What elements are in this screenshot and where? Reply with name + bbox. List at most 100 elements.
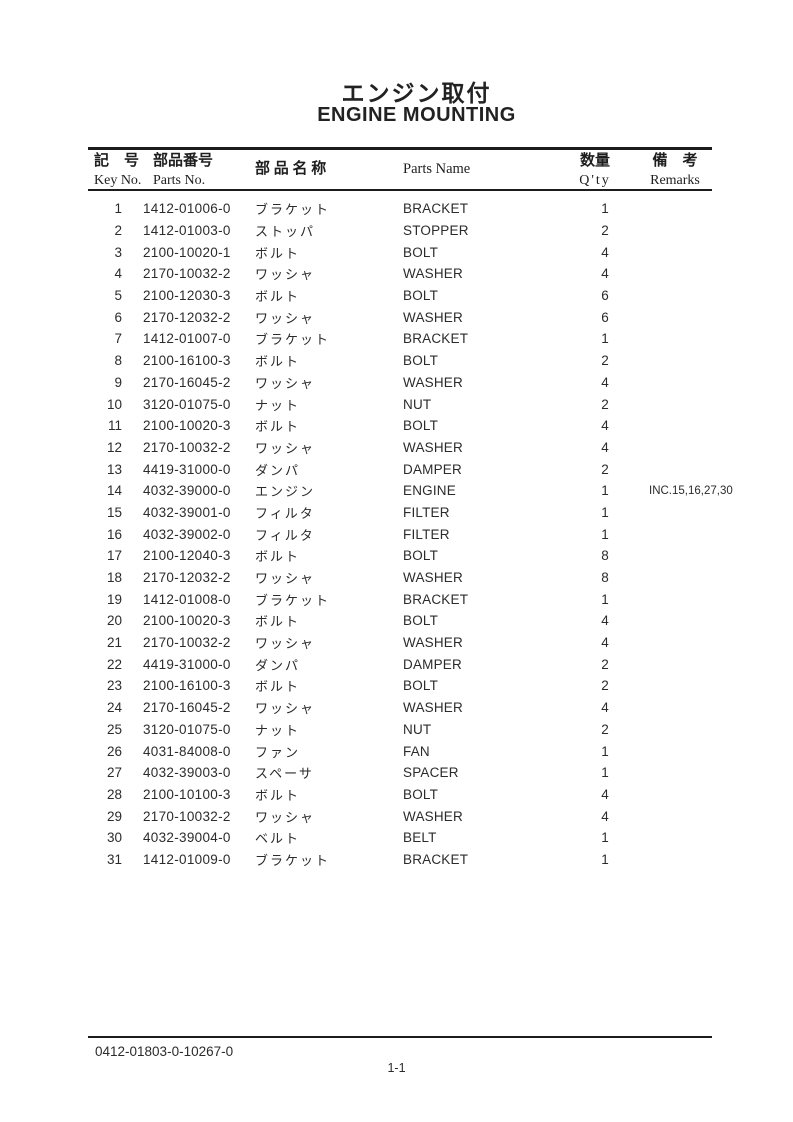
qty-cell: 4 bbox=[601, 808, 609, 824]
table-row: 11 2100-10020-3 ボルト BOLT 4 bbox=[88, 415, 712, 437]
key-no-cell: 9 bbox=[114, 374, 122, 390]
qty-cell: 1 bbox=[601, 483, 609, 499]
parts-no-cell: 2170-10032-2 bbox=[143, 635, 231, 651]
key-no-cell: 10 bbox=[106, 396, 122, 412]
table-row: 22 4419-31000-0 ダンパ DAMPER 2 bbox=[88, 653, 712, 675]
qty-cell: 4 bbox=[601, 418, 609, 434]
parts-name-en-cell: BRACKET bbox=[403, 591, 469, 607]
key-no-cell: 15 bbox=[106, 504, 122, 520]
parts-no-cell: 2100-10100-3 bbox=[143, 786, 231, 802]
parts-no-cell: 2100-10020-1 bbox=[143, 244, 231, 260]
table-row: 3 2100-10020-1 ボルト BOLT 4 bbox=[88, 241, 712, 263]
parts-no-cell: 1412-01007-0 bbox=[143, 331, 231, 347]
parts-name-ja-cell: ファン bbox=[255, 744, 301, 760]
key-no-cell: 5 bbox=[114, 288, 122, 304]
qty-cell: 1 bbox=[601, 504, 609, 520]
table-row: 2 1412-01003-0 ストッパ STOPPER 2 bbox=[88, 220, 712, 242]
key-no-cell: 25 bbox=[106, 721, 122, 737]
key-no-cell: 6 bbox=[114, 309, 122, 325]
parts-name-ja-cell: ボルト bbox=[255, 419, 301, 435]
key-no-cell: 22 bbox=[106, 656, 122, 672]
parts-name-en-cell: WASHER bbox=[403, 309, 463, 325]
parts-name-ja-cell: エンジン bbox=[255, 484, 316, 500]
parts-no-cell: 4032-39004-0 bbox=[143, 830, 231, 846]
key-no-cell: 2 bbox=[114, 223, 122, 239]
parts-name-ja-cell: ワッシャ bbox=[255, 701, 316, 717]
parts-name-ja-cell: スペーサ bbox=[255, 766, 314, 782]
parts-no-cell: 4032-39000-0 bbox=[143, 483, 231, 499]
table-row: 20 2100-10020-3 ボルト BOLT 4 bbox=[88, 610, 712, 632]
parts-no-cell: 2170-12032-2 bbox=[143, 309, 231, 325]
parts-name-ja-cell: ワッシャ bbox=[255, 375, 316, 391]
footer-divider bbox=[88, 1036, 712, 1038]
parts-name-en-cell: DAMPER bbox=[403, 461, 462, 477]
parts-no-cell: 4419-31000-0 bbox=[143, 461, 231, 477]
qty-cell: 1 bbox=[601, 331, 609, 347]
table-body: 1 1412-01006-0 ブラケット BRACKET 1 2 1412-01… bbox=[88, 191, 733, 870]
header-key-no-ja: 記 号 bbox=[94, 153, 140, 169]
qty-cell: 2 bbox=[601, 678, 609, 694]
table-row: 18 2170-12032-2 ワッシャ WASHER 8 bbox=[88, 567, 712, 589]
parts-name-ja-cell: ボルト bbox=[255, 679, 301, 695]
parts-name-en-cell: ENGINE bbox=[403, 483, 456, 499]
qty-cell: 4 bbox=[601, 786, 609, 802]
parts-name-ja-cell: ワッシャ bbox=[255, 310, 316, 326]
parts-no-cell: 3120-01075-0 bbox=[143, 396, 231, 412]
key-no-cell: 21 bbox=[106, 635, 122, 651]
parts-name-ja-cell: ワッシャ bbox=[255, 809, 316, 825]
table-row: 30 4032-39004-0 ベルト BELT 1 bbox=[88, 827, 712, 849]
qty-cell: 8 bbox=[601, 570, 609, 586]
parts-name-en-cell: BOLT bbox=[403, 678, 439, 694]
parts-no-cell: 2100-16100-3 bbox=[143, 678, 231, 694]
parts-no-cell: 4419-31000-0 bbox=[143, 656, 231, 672]
table-row: 10 3120-01075-0 ナット NUT 2 bbox=[88, 393, 712, 415]
parts-name-ja-cell: ボルト bbox=[255, 245, 301, 261]
table-row: 14 4032-39000-0 エンジン ENGINE 1 INC.15,16,… bbox=[88, 480, 733, 502]
parts-no-cell: 4032-39003-0 bbox=[143, 765, 231, 781]
parts-name-en-cell: BOLT bbox=[403, 613, 439, 629]
table-row: 23 2100-16100-3 ボルト BOLT 2 bbox=[88, 675, 712, 697]
header-parts-name-en: Parts Name bbox=[403, 161, 471, 178]
key-no-cell: 19 bbox=[106, 591, 122, 607]
table-row: 19 1412-01008-0 ブラケット BRACKET 1 bbox=[88, 588, 712, 610]
table-row: 5 2100-12030-3 ボルト BOLT 6 bbox=[88, 285, 712, 307]
parts-name-en-cell: FILTER bbox=[403, 504, 450, 520]
table-row: 13 4419-31000-0 ダンパ DAMPER 2 bbox=[88, 458, 712, 480]
key-no-cell: 30 bbox=[106, 830, 122, 846]
parts-name-en-cell: WASHER bbox=[403, 808, 463, 824]
parts-name-en-cell: BRACKET bbox=[403, 851, 469, 867]
parts-no-cell: 2100-16100-3 bbox=[143, 353, 231, 369]
key-no-cell: 13 bbox=[106, 461, 122, 477]
parts-name-en-cell: STOPPER bbox=[403, 223, 469, 239]
qty-cell: 2 bbox=[601, 353, 609, 369]
key-no-cell: 27 bbox=[106, 765, 122, 781]
parts-name-ja-cell: ブラケット bbox=[255, 202, 331, 218]
parts-name-en-cell: NUT bbox=[403, 396, 432, 412]
parts-name-en-cell: WASHER bbox=[403, 266, 463, 282]
parts-no-cell: 2170-10032-2 bbox=[143, 808, 231, 824]
parts-no-cell: 2100-10020-3 bbox=[143, 418, 231, 434]
table-row: 9 2170-16045-2 ワッシャ WASHER 4 bbox=[88, 372, 712, 394]
qty-cell: 6 bbox=[601, 309, 609, 325]
key-no-cell: 1 bbox=[114, 201, 122, 217]
table-row: 27 4032-39003-0 スペーサ SPACER 1 bbox=[88, 762, 712, 784]
parts-no-cell: 2170-10032-2 bbox=[143, 266, 231, 282]
parts-name-en-cell: BOLT bbox=[403, 288, 439, 304]
parts-name-ja-cell: ナット bbox=[255, 722, 301, 738]
qty-cell: 1 bbox=[601, 765, 609, 781]
parts-name-en-cell: WASHER bbox=[403, 700, 463, 716]
qty-cell: 1 bbox=[601, 830, 609, 846]
qty-cell: 2 bbox=[601, 461, 609, 477]
table-row: 29 2170-10032-2 ワッシャ WASHER 4 bbox=[88, 805, 712, 827]
qty-cell: 4 bbox=[601, 700, 609, 716]
table-header: 記 号 Key No. 部品番号 Parts No. 部 品 名 称 Parts… bbox=[88, 147, 712, 191]
parts-name-en-cell: BOLT bbox=[403, 418, 439, 434]
parts-no-cell: 3120-01075-0 bbox=[143, 721, 231, 737]
table-row: 4 2170-10032-2 ワッシャ WASHER 4 bbox=[88, 263, 712, 285]
qty-cell: 1 bbox=[601, 526, 609, 542]
key-no-cell: 18 bbox=[106, 570, 122, 586]
key-no-cell: 17 bbox=[106, 548, 122, 564]
key-no-cell: 28 bbox=[106, 786, 122, 802]
qty-cell: 6 bbox=[601, 288, 609, 304]
table-row: 28 2100-10100-3 ボルト BOLT 4 bbox=[88, 784, 712, 806]
